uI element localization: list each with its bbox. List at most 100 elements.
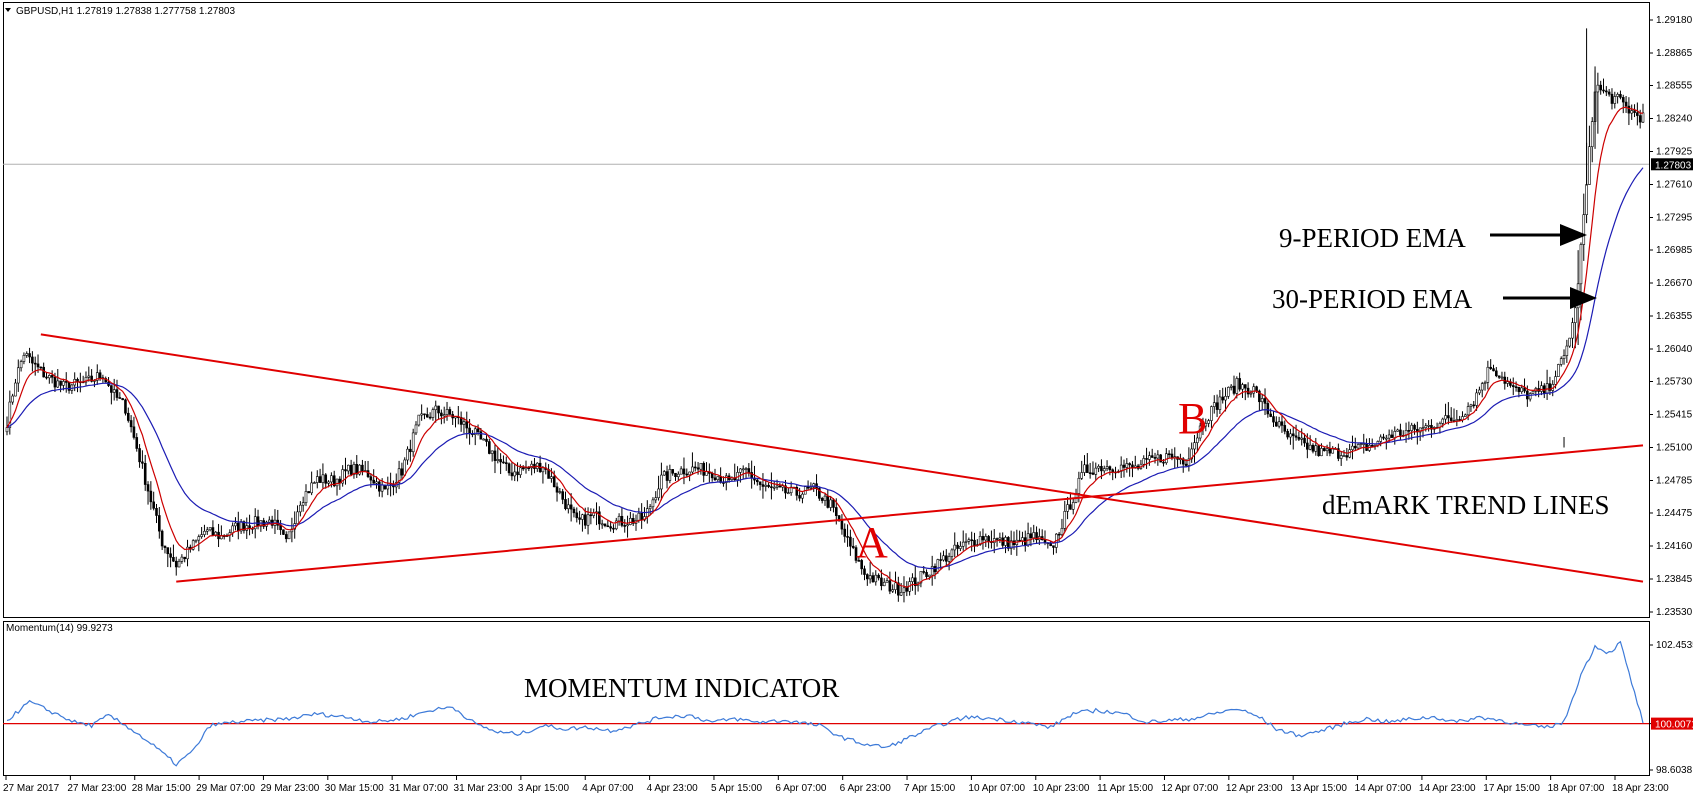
candle xyxy=(513,463,517,482)
candle xyxy=(1348,443,1351,459)
candle xyxy=(59,380,62,393)
current-price-badge xyxy=(1651,158,1693,171)
candle xyxy=(555,482,559,502)
candle xyxy=(1097,464,1100,473)
candle xyxy=(499,453,502,475)
candle xyxy=(45,371,48,380)
candle xyxy=(473,426,477,446)
candle xyxy=(550,468,553,483)
candle xyxy=(186,539,189,567)
candle xyxy=(868,562,872,584)
candle xyxy=(1238,372,1241,392)
candle xyxy=(1229,384,1233,391)
candle xyxy=(1390,429,1394,438)
candle xyxy=(705,462,708,476)
candle xyxy=(1074,488,1078,504)
candle xyxy=(617,513,621,526)
candle xyxy=(1413,423,1416,435)
candle xyxy=(236,511,240,540)
candle xyxy=(259,520,263,532)
candle xyxy=(1483,380,1487,391)
time-tick-label: 5 Apr 15:00 xyxy=(711,783,763,794)
candle xyxy=(564,491,567,511)
candle xyxy=(871,572,875,583)
time-tick-label: 10 Apr 23:00 xyxy=(1033,783,1090,794)
candle xyxy=(155,503,158,524)
candle xyxy=(1506,376,1509,387)
candle xyxy=(1201,417,1205,436)
candle xyxy=(50,370,54,384)
candle xyxy=(488,438,491,455)
candle xyxy=(629,511,632,526)
candle xyxy=(699,462,703,475)
candle xyxy=(609,520,612,532)
candle xyxy=(533,457,536,474)
candle xyxy=(818,486,821,501)
candle xyxy=(1627,97,1631,126)
candle xyxy=(1167,450,1171,459)
candle xyxy=(1260,394,1264,410)
candle xyxy=(14,378,17,397)
candle xyxy=(575,507,579,523)
candle xyxy=(1007,536,1010,552)
candle xyxy=(273,509,277,534)
candle xyxy=(172,544,175,562)
axes: 1.29180 1.28865 1.28555 1.28240 1.27925 1.276… xyxy=(3,15,1693,794)
candle xyxy=(1489,359,1492,370)
time-tick-label: 27 Mar 2017 xyxy=(3,783,60,794)
candle xyxy=(947,552,951,571)
candle xyxy=(115,379,119,401)
candle xyxy=(933,563,937,580)
candle xyxy=(1069,492,1072,510)
candle xyxy=(1621,94,1625,114)
price-tick-label: 1.28555 xyxy=(1656,80,1693,91)
ema-9-path xyxy=(6,106,1643,588)
candle xyxy=(1613,91,1617,109)
candle xyxy=(1531,390,1535,394)
ema30-annotation: 30-PERIOD EMA xyxy=(1272,284,1473,314)
candle xyxy=(493,443,497,474)
candle xyxy=(911,573,914,591)
candle xyxy=(1588,125,1591,185)
price-tick-label: 1.26355 xyxy=(1656,311,1693,322)
candle xyxy=(761,473,765,499)
candle xyxy=(22,352,26,365)
candle xyxy=(1633,104,1636,118)
candle xyxy=(756,479,759,486)
candle xyxy=(521,465,525,471)
candle xyxy=(891,584,894,594)
candle xyxy=(406,446,409,465)
candle xyxy=(166,547,170,568)
candle xyxy=(1156,450,1160,466)
candle xyxy=(341,465,344,487)
candle xyxy=(459,411,463,432)
candle xyxy=(1091,461,1095,476)
candle xyxy=(1548,376,1552,396)
collapse-triangle-icon[interactable] xyxy=(5,8,11,12)
candle xyxy=(1480,381,1484,398)
candle xyxy=(1562,349,1566,365)
price-tick-label: 1.26040 xyxy=(1656,344,1693,355)
candle xyxy=(1193,434,1196,463)
candle xyxy=(234,517,237,531)
candle xyxy=(1128,462,1131,477)
candle xyxy=(662,470,666,476)
candle xyxy=(425,407,429,418)
candle xyxy=(420,404,423,421)
candle xyxy=(1150,448,1154,458)
candle xyxy=(129,415,133,433)
candle xyxy=(191,539,195,551)
candle xyxy=(939,552,942,569)
candle xyxy=(296,505,299,525)
candle xyxy=(863,565,866,581)
candle xyxy=(640,503,643,529)
candle xyxy=(16,359,20,392)
candle xyxy=(1119,456,1123,478)
trend-lines-annotation: dEmARK TREND LINES xyxy=(1322,490,1610,520)
price-tick-label: 1.24785 xyxy=(1656,476,1693,487)
candle xyxy=(1331,446,1335,454)
candle xyxy=(126,407,130,423)
candle xyxy=(324,473,328,489)
candle xyxy=(48,374,51,384)
candle xyxy=(849,529,852,556)
